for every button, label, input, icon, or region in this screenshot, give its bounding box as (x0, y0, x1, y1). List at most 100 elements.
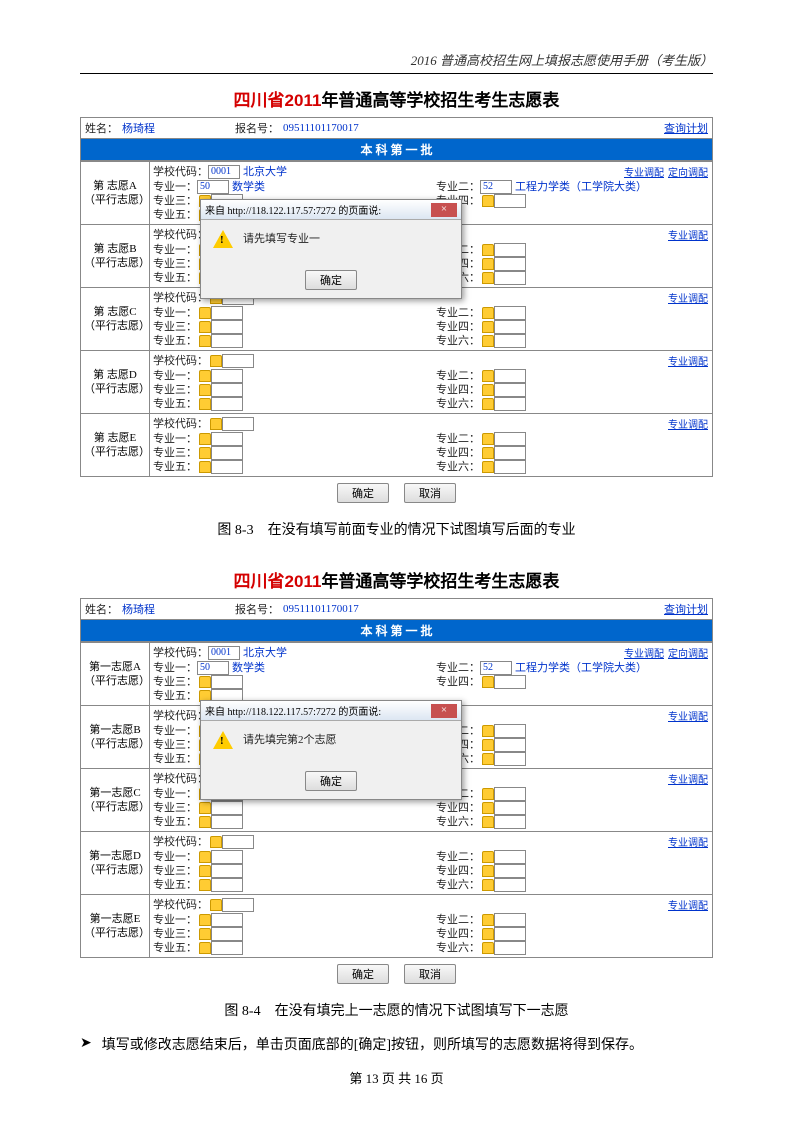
adjust-link[interactable]: 定向调配 (668, 649, 708, 660)
confirm-button[interactable]: 确定 (337, 483, 389, 503)
m1-name: 数学类 (232, 180, 265, 194)
m-input[interactable] (494, 432, 526, 446)
m-input[interactable] (494, 243, 526, 257)
school-code-input[interactable] (222, 898, 254, 912)
m-input[interactable] (211, 878, 243, 892)
m-input[interactable] (494, 306, 526, 320)
adjust-link[interactable]: 专业调配 (668, 231, 708, 242)
m-input[interactable] (494, 369, 526, 383)
adjust-link[interactable]: 专业调配 (668, 838, 708, 849)
m4-input[interactable] (494, 194, 526, 208)
lock-icon (482, 879, 494, 891)
adjust-link[interactable]: 专业调配 (624, 649, 664, 660)
m-input[interactable] (494, 738, 526, 752)
m-input[interactable] (211, 383, 243, 397)
dialog-titlebar: 来自 http://118.122.117.57:7272 的页面说: × (201, 200, 461, 220)
cancel-button[interactable]: 取消 (404, 483, 456, 503)
cancel-button[interactable]: 取消 (404, 964, 456, 984)
m-input[interactable] (211, 397, 243, 411)
m-input[interactable] (211, 941, 243, 955)
vol-d-body: 专业调配 学校代码： 专业一： 专业二： 专业三： 专业四： 专业五： 专业六： (150, 351, 713, 414)
batch-header: 本 科 第 一 批 (80, 138, 713, 161)
m3-label: 专业三： (153, 194, 197, 208)
m-label: 专业四： (436, 675, 480, 689)
m1-input[interactable]: 50 (197, 180, 229, 194)
lock-icon (482, 258, 494, 270)
school-code-label: 学校代码： (153, 898, 208, 912)
m-input[interactable] (211, 369, 243, 383)
m-input[interactable] (494, 787, 526, 801)
query-plan-link[interactable]: 查询计划 (664, 120, 708, 136)
m-input[interactable] (494, 383, 526, 397)
m-input[interactable]: 52 (480, 661, 512, 675)
m-input[interactable] (211, 850, 243, 864)
page-footer: 第 13 页 共 16 页 (80, 1068, 713, 1087)
school-code-label: 学校代码： (153, 835, 208, 849)
school-code-input[interactable]: 0001 (208, 165, 240, 179)
m-input[interactable] (211, 864, 243, 878)
m-input[interactable] (494, 397, 526, 411)
adjust-link[interactable]: 专业调配 (668, 420, 708, 431)
m-input[interactable]: 50 (197, 661, 229, 675)
lock-icon (199, 398, 211, 410)
adjust-link-2[interactable]: 定向调配 (668, 168, 708, 179)
m-input[interactable] (494, 801, 526, 815)
dialog-message: 请先填写专业一 (243, 230, 320, 246)
adjust-link[interactable]: 专业调配 (668, 901, 708, 912)
m-input[interactable] (211, 913, 243, 927)
m-label: 专业五： (153, 460, 197, 474)
m-input[interactable] (494, 460, 526, 474)
m-input[interactable] (494, 724, 526, 738)
m-input[interactable] (494, 446, 526, 460)
m-input[interactable] (494, 941, 526, 955)
m-input[interactable] (494, 864, 526, 878)
m-input[interactable] (494, 752, 526, 766)
adjust-link[interactable]: 专业调配 (668, 357, 708, 368)
m-input[interactable] (211, 927, 243, 941)
m-input[interactable] (494, 334, 526, 348)
m-input[interactable] (211, 675, 243, 689)
adjust-link[interactable]: 专业调配 (668, 712, 708, 723)
lock-icon (482, 928, 494, 940)
m-input[interactable] (211, 432, 243, 446)
school-code-input[interactable] (222, 354, 254, 368)
m-input[interactable] (211, 306, 243, 320)
lock-icon (482, 851, 494, 863)
m-input[interactable] (494, 675, 526, 689)
m-input[interactable] (494, 815, 526, 829)
dialog-ok-button[interactable]: 确定 (305, 270, 357, 290)
school-code-input[interactable] (222, 417, 254, 431)
m-label: 专业二： (436, 661, 480, 675)
m-input[interactable] (211, 801, 243, 815)
lock-icon (199, 321, 211, 333)
m-label: 专业三： (153, 738, 197, 752)
school-code-input[interactable]: 0001 (208, 646, 240, 660)
lock-icon (210, 836, 222, 848)
close-icon[interactable]: × (431, 704, 457, 718)
m-input[interactable] (494, 927, 526, 941)
m-input[interactable] (211, 446, 243, 460)
m-label: 专业一： (153, 306, 197, 320)
adjust-link-1[interactable]: 专业调配 (624, 168, 664, 179)
m-input[interactable] (211, 460, 243, 474)
m-input[interactable] (494, 878, 526, 892)
m-input[interactable] (211, 320, 243, 334)
adjust-link[interactable]: 专业调配 (668, 294, 708, 305)
adjust-link[interactable]: 专业调配 (668, 775, 708, 786)
school-code-input[interactable] (222, 835, 254, 849)
close-icon[interactable]: × (431, 203, 457, 217)
m2-input[interactable]: 52 (480, 180, 512, 194)
m-input[interactable] (494, 320, 526, 334)
query-plan-link[interactable]: 查询计划 (664, 601, 708, 617)
m-input[interactable] (494, 913, 526, 927)
caption-2: 图 8-4 在没有填完上一志愿的情况下试图填写下一志愿 (80, 1000, 713, 1020)
lock-icon (482, 321, 494, 333)
lock-icon (482, 447, 494, 459)
m-input[interactable] (211, 815, 243, 829)
m-input[interactable] (494, 271, 526, 285)
m-input[interactable] (211, 334, 243, 348)
dialog-ok-button[interactable]: 确定 (305, 771, 357, 791)
confirm-button[interactable]: 确定 (337, 964, 389, 984)
m-input[interactable] (494, 257, 526, 271)
m-input[interactable] (494, 850, 526, 864)
